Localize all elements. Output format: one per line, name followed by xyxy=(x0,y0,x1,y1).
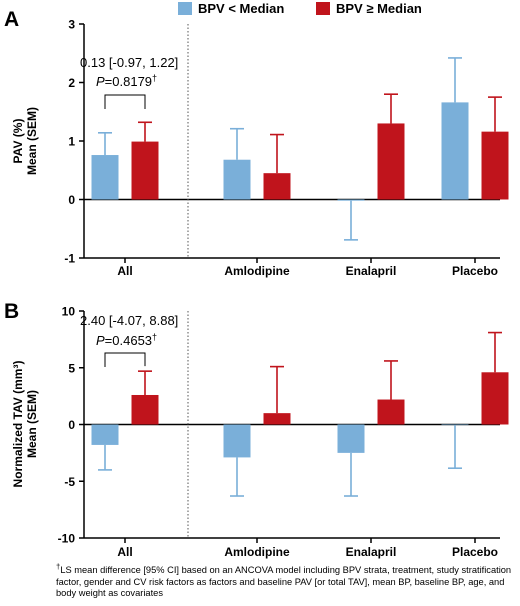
x-tick-label-amlodipine: Amlodipine xyxy=(224,545,290,559)
p-dagger: † xyxy=(152,332,157,342)
bar-below-median-amlodipine xyxy=(223,424,251,458)
legend-label-bpv-below-median: BPV < Median xyxy=(198,1,284,16)
y-tick-label: 5 xyxy=(68,361,75,375)
x-tick-label-all: All xyxy=(117,545,132,559)
y-tick-label: 0 xyxy=(68,193,75,207)
bar-above-median-placebo xyxy=(481,372,509,425)
bar-above-median-amlodipine xyxy=(263,173,291,200)
bar-above-median-placebo xyxy=(481,131,509,200)
bar-above-median-all xyxy=(131,141,159,200)
y-tick-label: 0 xyxy=(68,418,75,432)
x-tick-label-enalapril: Enalapril xyxy=(346,264,397,278)
legend: BPV < Median BPV ≥ Median xyxy=(178,1,422,16)
y-tick-label: 2 xyxy=(68,76,75,90)
x-tick-label-all: All xyxy=(117,264,132,278)
x-tick-label-amlodipine: Amlodipine xyxy=(224,264,290,278)
panel-label: B xyxy=(4,300,19,323)
panel-a: A PAV (%) Mean (SEM) -1 0 1 2 3 All Amlodipine Ena… xyxy=(4,8,509,278)
bar-below-median-all xyxy=(91,155,119,200)
footnote: †LS mean difference [95% CI] based on an… xyxy=(56,561,512,600)
bar-below-median-amlodipine xyxy=(223,159,251,200)
y-tick-label: -10 xyxy=(58,532,76,546)
annotation-ci: 0.13 [-0.97, 1.22] xyxy=(80,55,178,70)
bar-above-median-enalapril xyxy=(377,123,405,200)
bar-above-median-amlodipine xyxy=(263,413,291,425)
bar-below-median-placebo xyxy=(441,102,469,200)
legend-label-bpv-above-median: BPV ≥ Median xyxy=(336,1,422,16)
legend-swatch-bpv-above-median xyxy=(316,2,330,15)
y-axis-title-line-2: Mean (SEM) xyxy=(25,390,39,458)
x-tick-label-placebo: Placebo xyxy=(452,264,498,278)
p-dagger: † xyxy=(152,73,157,83)
y-axis-title-line-1: Normalized TAV (mm³) xyxy=(11,361,25,488)
y-tick-label: 10 xyxy=(62,305,76,319)
y-tick-label: -1 xyxy=(64,252,75,266)
p-value: =0.4653 xyxy=(105,333,152,348)
x-tick-label-placebo: Placebo xyxy=(452,545,498,559)
bar-below-median-all xyxy=(91,424,119,445)
bar-below-median-placebo xyxy=(441,424,469,426)
significance-bracket xyxy=(104,94,146,109)
y-tick-label: -5 xyxy=(64,475,75,489)
y-tick-label: 3 xyxy=(68,18,75,32)
p-value: =0.8179 xyxy=(105,74,152,89)
y-axis-title-line-1: PAV (%) xyxy=(11,119,25,164)
annotation-p-value: P=0.4653† xyxy=(96,332,157,348)
y-tick-label: 1 xyxy=(68,135,75,149)
bar-below-median-enalapril xyxy=(337,199,365,201)
footnote-text: LS mean difference [95% CI] based on an … xyxy=(56,565,512,599)
footnote-marker: † xyxy=(56,562,61,571)
bar-above-median-enalapril xyxy=(377,399,405,425)
bar-below-median-enalapril xyxy=(337,424,365,453)
p-letter: P xyxy=(96,74,105,89)
x-tick-label-enalapril: Enalapril xyxy=(346,545,397,559)
significance-bracket xyxy=(104,352,146,367)
panel-label: A xyxy=(4,8,19,31)
annotation-p-value: P=0.8179† xyxy=(96,73,157,89)
y-axis-title-line-2: Mean (SEM) xyxy=(25,107,39,175)
panel-b: B Normalized TAV (mm³) Mean (SEM) -10 -5 0 5 10… xyxy=(4,300,509,559)
legend-swatch-bpv-below-median xyxy=(178,2,192,15)
annotation-ci: 2.40 [-4.07, 8.88] xyxy=(80,313,178,328)
p-letter: P xyxy=(96,333,105,348)
bar-above-median-all xyxy=(131,394,159,425)
